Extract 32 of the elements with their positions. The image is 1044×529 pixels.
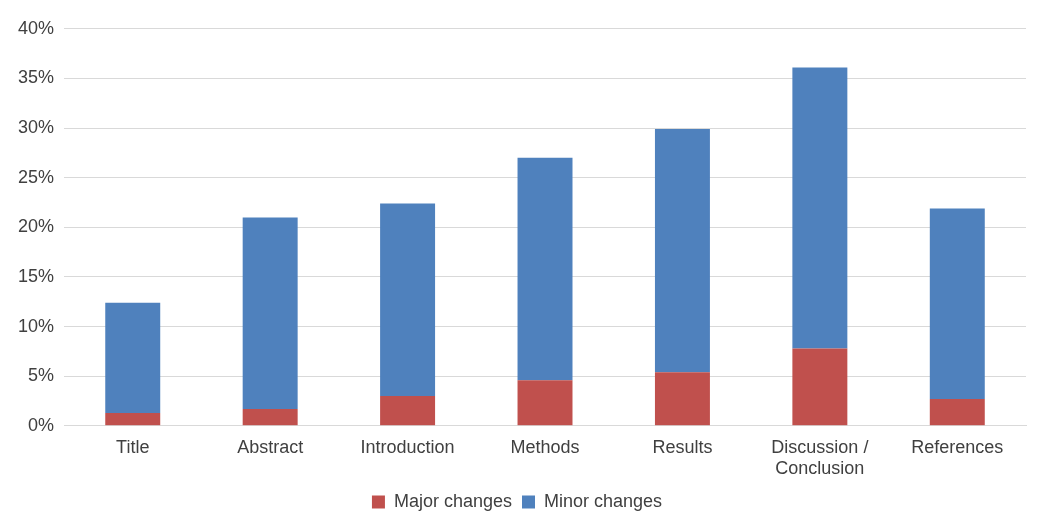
bar bbox=[792, 67, 848, 349]
bar bbox=[517, 380, 573, 426]
bar bbox=[654, 372, 710, 426]
bar bbox=[792, 348, 848, 426]
x-tick-label: Results bbox=[652, 436, 713, 457]
x-tick-label: Discussion / Conclusion bbox=[771, 436, 869, 479]
x-tick-label: Abstract bbox=[237, 436, 304, 457]
y-tick-label: 20% bbox=[18, 216, 55, 237]
bar bbox=[105, 302, 161, 413]
x-tick-label: Methods bbox=[510, 436, 580, 457]
x-tick-label: References bbox=[911, 436, 1004, 457]
bar bbox=[380, 203, 436, 397]
bar bbox=[105, 412, 161, 426]
bar bbox=[654, 129, 710, 373]
bar bbox=[929, 208, 985, 399]
bar bbox=[517, 157, 573, 381]
legend-label: Major changes bbox=[393, 490, 513, 511]
y-tick-label: 25% bbox=[18, 166, 55, 187]
y-tick-label: 30% bbox=[18, 117, 55, 138]
legend-label: Minor changes bbox=[544, 490, 663, 511]
y-tick-label: 10% bbox=[18, 315, 55, 336]
bar bbox=[929, 399, 985, 426]
y-tick-label: 40% bbox=[18, 17, 55, 38]
y-tick-label: 35% bbox=[18, 67, 55, 88]
x-tick-label: Title bbox=[116, 436, 150, 457]
x-tick-label: Introduction bbox=[360, 436, 455, 457]
y-tick-label: 0% bbox=[28, 414, 55, 435]
y-tick-label: 15% bbox=[18, 265, 55, 286]
bar bbox=[242, 408, 298, 426]
bar bbox=[380, 396, 436, 426]
y-tick-label: 5% bbox=[28, 365, 55, 386]
bar bbox=[242, 217, 298, 409]
